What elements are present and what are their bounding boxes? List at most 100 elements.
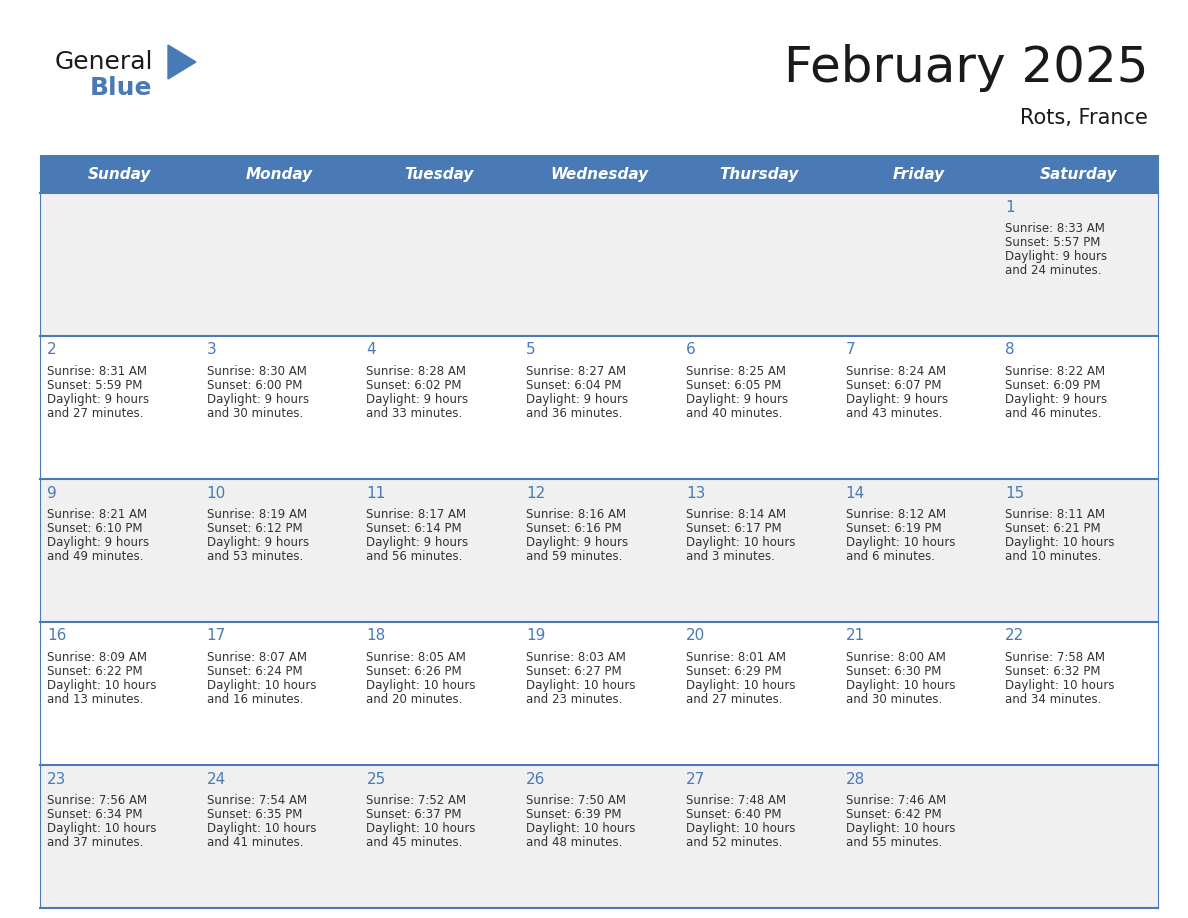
Text: and 55 minutes.: and 55 minutes. xyxy=(846,836,942,849)
Bar xyxy=(40,193,1158,336)
Text: Sunset: 6:39 PM: Sunset: 6:39 PM xyxy=(526,808,621,821)
Text: 25: 25 xyxy=(366,771,386,787)
Text: Friday: Friday xyxy=(892,166,944,182)
Text: Sunrise: 7:58 AM: Sunrise: 7:58 AM xyxy=(1005,651,1105,664)
Text: Sunday: Sunday xyxy=(88,166,152,182)
Text: Sunrise: 8:11 AM: Sunrise: 8:11 AM xyxy=(1005,508,1105,521)
Text: Sunrise: 8:00 AM: Sunrise: 8:00 AM xyxy=(846,651,946,664)
Text: Sunset: 5:57 PM: Sunset: 5:57 PM xyxy=(1005,236,1100,249)
Text: Sunrise: 8:12 AM: Sunrise: 8:12 AM xyxy=(846,508,946,521)
Text: 14: 14 xyxy=(846,486,865,500)
Text: 26: 26 xyxy=(526,771,545,787)
Text: Tuesday: Tuesday xyxy=(405,166,474,182)
Text: 23: 23 xyxy=(48,771,67,787)
Text: 2: 2 xyxy=(48,342,57,357)
Text: and 27 minutes.: and 27 minutes. xyxy=(685,693,783,706)
Text: Daylight: 9 hours: Daylight: 9 hours xyxy=(1005,393,1107,406)
Text: 20: 20 xyxy=(685,629,706,644)
Text: Daylight: 10 hours: Daylight: 10 hours xyxy=(846,822,955,835)
Text: 21: 21 xyxy=(846,629,865,644)
Bar xyxy=(40,479,1158,622)
Text: Daylight: 9 hours: Daylight: 9 hours xyxy=(207,393,309,406)
Text: Sunset: 6:16 PM: Sunset: 6:16 PM xyxy=(526,522,621,535)
Text: Sunrise: 8:16 AM: Sunrise: 8:16 AM xyxy=(526,508,626,521)
Text: 1: 1 xyxy=(1005,199,1015,215)
Text: Thursday: Thursday xyxy=(719,166,798,182)
Text: Daylight: 10 hours: Daylight: 10 hours xyxy=(526,822,636,835)
Text: and 27 minutes.: and 27 minutes. xyxy=(48,407,144,420)
Text: Sunset: 6:30 PM: Sunset: 6:30 PM xyxy=(846,665,941,678)
Text: 5: 5 xyxy=(526,342,536,357)
Text: February 2025: February 2025 xyxy=(784,44,1148,92)
Text: 24: 24 xyxy=(207,771,226,787)
Text: Daylight: 10 hours: Daylight: 10 hours xyxy=(1005,536,1114,549)
Text: 8: 8 xyxy=(1005,342,1015,357)
Text: Daylight: 9 hours: Daylight: 9 hours xyxy=(846,393,948,406)
Text: Sunset: 6:14 PM: Sunset: 6:14 PM xyxy=(366,522,462,535)
Text: Sunset: 6:07 PM: Sunset: 6:07 PM xyxy=(846,379,941,392)
Text: and 45 minutes.: and 45 minutes. xyxy=(366,836,463,849)
Text: and 33 minutes.: and 33 minutes. xyxy=(366,407,462,420)
Text: Sunrise: 8:25 AM: Sunrise: 8:25 AM xyxy=(685,365,785,378)
Text: Sunset: 6:09 PM: Sunset: 6:09 PM xyxy=(1005,379,1101,392)
Text: Sunrise: 8:30 AM: Sunrise: 8:30 AM xyxy=(207,365,307,378)
Text: Sunrise: 8:01 AM: Sunrise: 8:01 AM xyxy=(685,651,785,664)
Text: 7: 7 xyxy=(846,342,855,357)
Text: 16: 16 xyxy=(48,629,67,644)
Text: Daylight: 9 hours: Daylight: 9 hours xyxy=(685,393,788,406)
Text: 11: 11 xyxy=(366,486,386,500)
Text: and 49 minutes.: and 49 minutes. xyxy=(48,550,144,563)
Text: Sunset: 6:12 PM: Sunset: 6:12 PM xyxy=(207,522,302,535)
Text: Sunset: 6:04 PM: Sunset: 6:04 PM xyxy=(526,379,621,392)
Text: Rots, France: Rots, France xyxy=(1020,108,1148,128)
Text: and 34 minutes.: and 34 minutes. xyxy=(1005,693,1101,706)
Text: Daylight: 9 hours: Daylight: 9 hours xyxy=(366,393,468,406)
Text: Sunrise: 8:17 AM: Sunrise: 8:17 AM xyxy=(366,508,467,521)
Text: Daylight: 10 hours: Daylight: 10 hours xyxy=(685,822,795,835)
Text: 17: 17 xyxy=(207,629,226,644)
Text: Sunset: 6:37 PM: Sunset: 6:37 PM xyxy=(366,808,462,821)
Text: Sunrise: 8:27 AM: Sunrise: 8:27 AM xyxy=(526,365,626,378)
Text: Daylight: 10 hours: Daylight: 10 hours xyxy=(48,679,157,692)
Text: Monday: Monday xyxy=(246,166,314,182)
Text: and 30 minutes.: and 30 minutes. xyxy=(846,693,942,706)
Text: 4: 4 xyxy=(366,342,377,357)
Text: Sunrise: 8:03 AM: Sunrise: 8:03 AM xyxy=(526,651,626,664)
Text: and 13 minutes.: and 13 minutes. xyxy=(48,693,144,706)
Text: Sunrise: 8:05 AM: Sunrise: 8:05 AM xyxy=(366,651,467,664)
Text: 13: 13 xyxy=(685,486,706,500)
Bar xyxy=(998,155,1158,193)
Text: Sunset: 6:24 PM: Sunset: 6:24 PM xyxy=(207,665,302,678)
Text: Sunset: 6:17 PM: Sunset: 6:17 PM xyxy=(685,522,782,535)
Text: 18: 18 xyxy=(366,629,386,644)
Text: Blue: Blue xyxy=(90,76,152,100)
Bar xyxy=(40,622,1158,765)
Text: and 56 minutes.: and 56 minutes. xyxy=(366,550,463,563)
Text: and 24 minutes.: and 24 minutes. xyxy=(1005,264,1101,277)
Text: and 10 minutes.: and 10 minutes. xyxy=(1005,550,1101,563)
Bar xyxy=(519,155,678,193)
Text: and 16 minutes.: and 16 minutes. xyxy=(207,693,303,706)
Text: Sunset: 6:22 PM: Sunset: 6:22 PM xyxy=(48,665,143,678)
Text: Sunset: 5:59 PM: Sunset: 5:59 PM xyxy=(48,379,143,392)
Bar xyxy=(40,336,1158,479)
Text: and 43 minutes.: and 43 minutes. xyxy=(846,407,942,420)
Text: and 6 minutes.: and 6 minutes. xyxy=(846,550,935,563)
Text: Daylight: 10 hours: Daylight: 10 hours xyxy=(366,822,476,835)
Text: Daylight: 10 hours: Daylight: 10 hours xyxy=(207,679,316,692)
Bar xyxy=(200,155,360,193)
Text: 27: 27 xyxy=(685,771,706,787)
Text: Daylight: 10 hours: Daylight: 10 hours xyxy=(685,679,795,692)
Text: Sunset: 6:42 PM: Sunset: 6:42 PM xyxy=(846,808,941,821)
Text: Sunset: 6:40 PM: Sunset: 6:40 PM xyxy=(685,808,782,821)
Text: Sunset: 6:27 PM: Sunset: 6:27 PM xyxy=(526,665,621,678)
Text: Sunrise: 7:46 AM: Sunrise: 7:46 AM xyxy=(846,794,946,807)
Text: and 20 minutes.: and 20 minutes. xyxy=(366,693,463,706)
Text: Sunrise: 8:21 AM: Sunrise: 8:21 AM xyxy=(48,508,147,521)
Text: Daylight: 10 hours: Daylight: 10 hours xyxy=(846,536,955,549)
Text: and 48 minutes.: and 48 minutes. xyxy=(526,836,623,849)
Text: Sunrise: 8:07 AM: Sunrise: 8:07 AM xyxy=(207,651,307,664)
Text: 28: 28 xyxy=(846,771,865,787)
Text: General: General xyxy=(55,50,153,74)
Text: Daylight: 9 hours: Daylight: 9 hours xyxy=(526,393,628,406)
